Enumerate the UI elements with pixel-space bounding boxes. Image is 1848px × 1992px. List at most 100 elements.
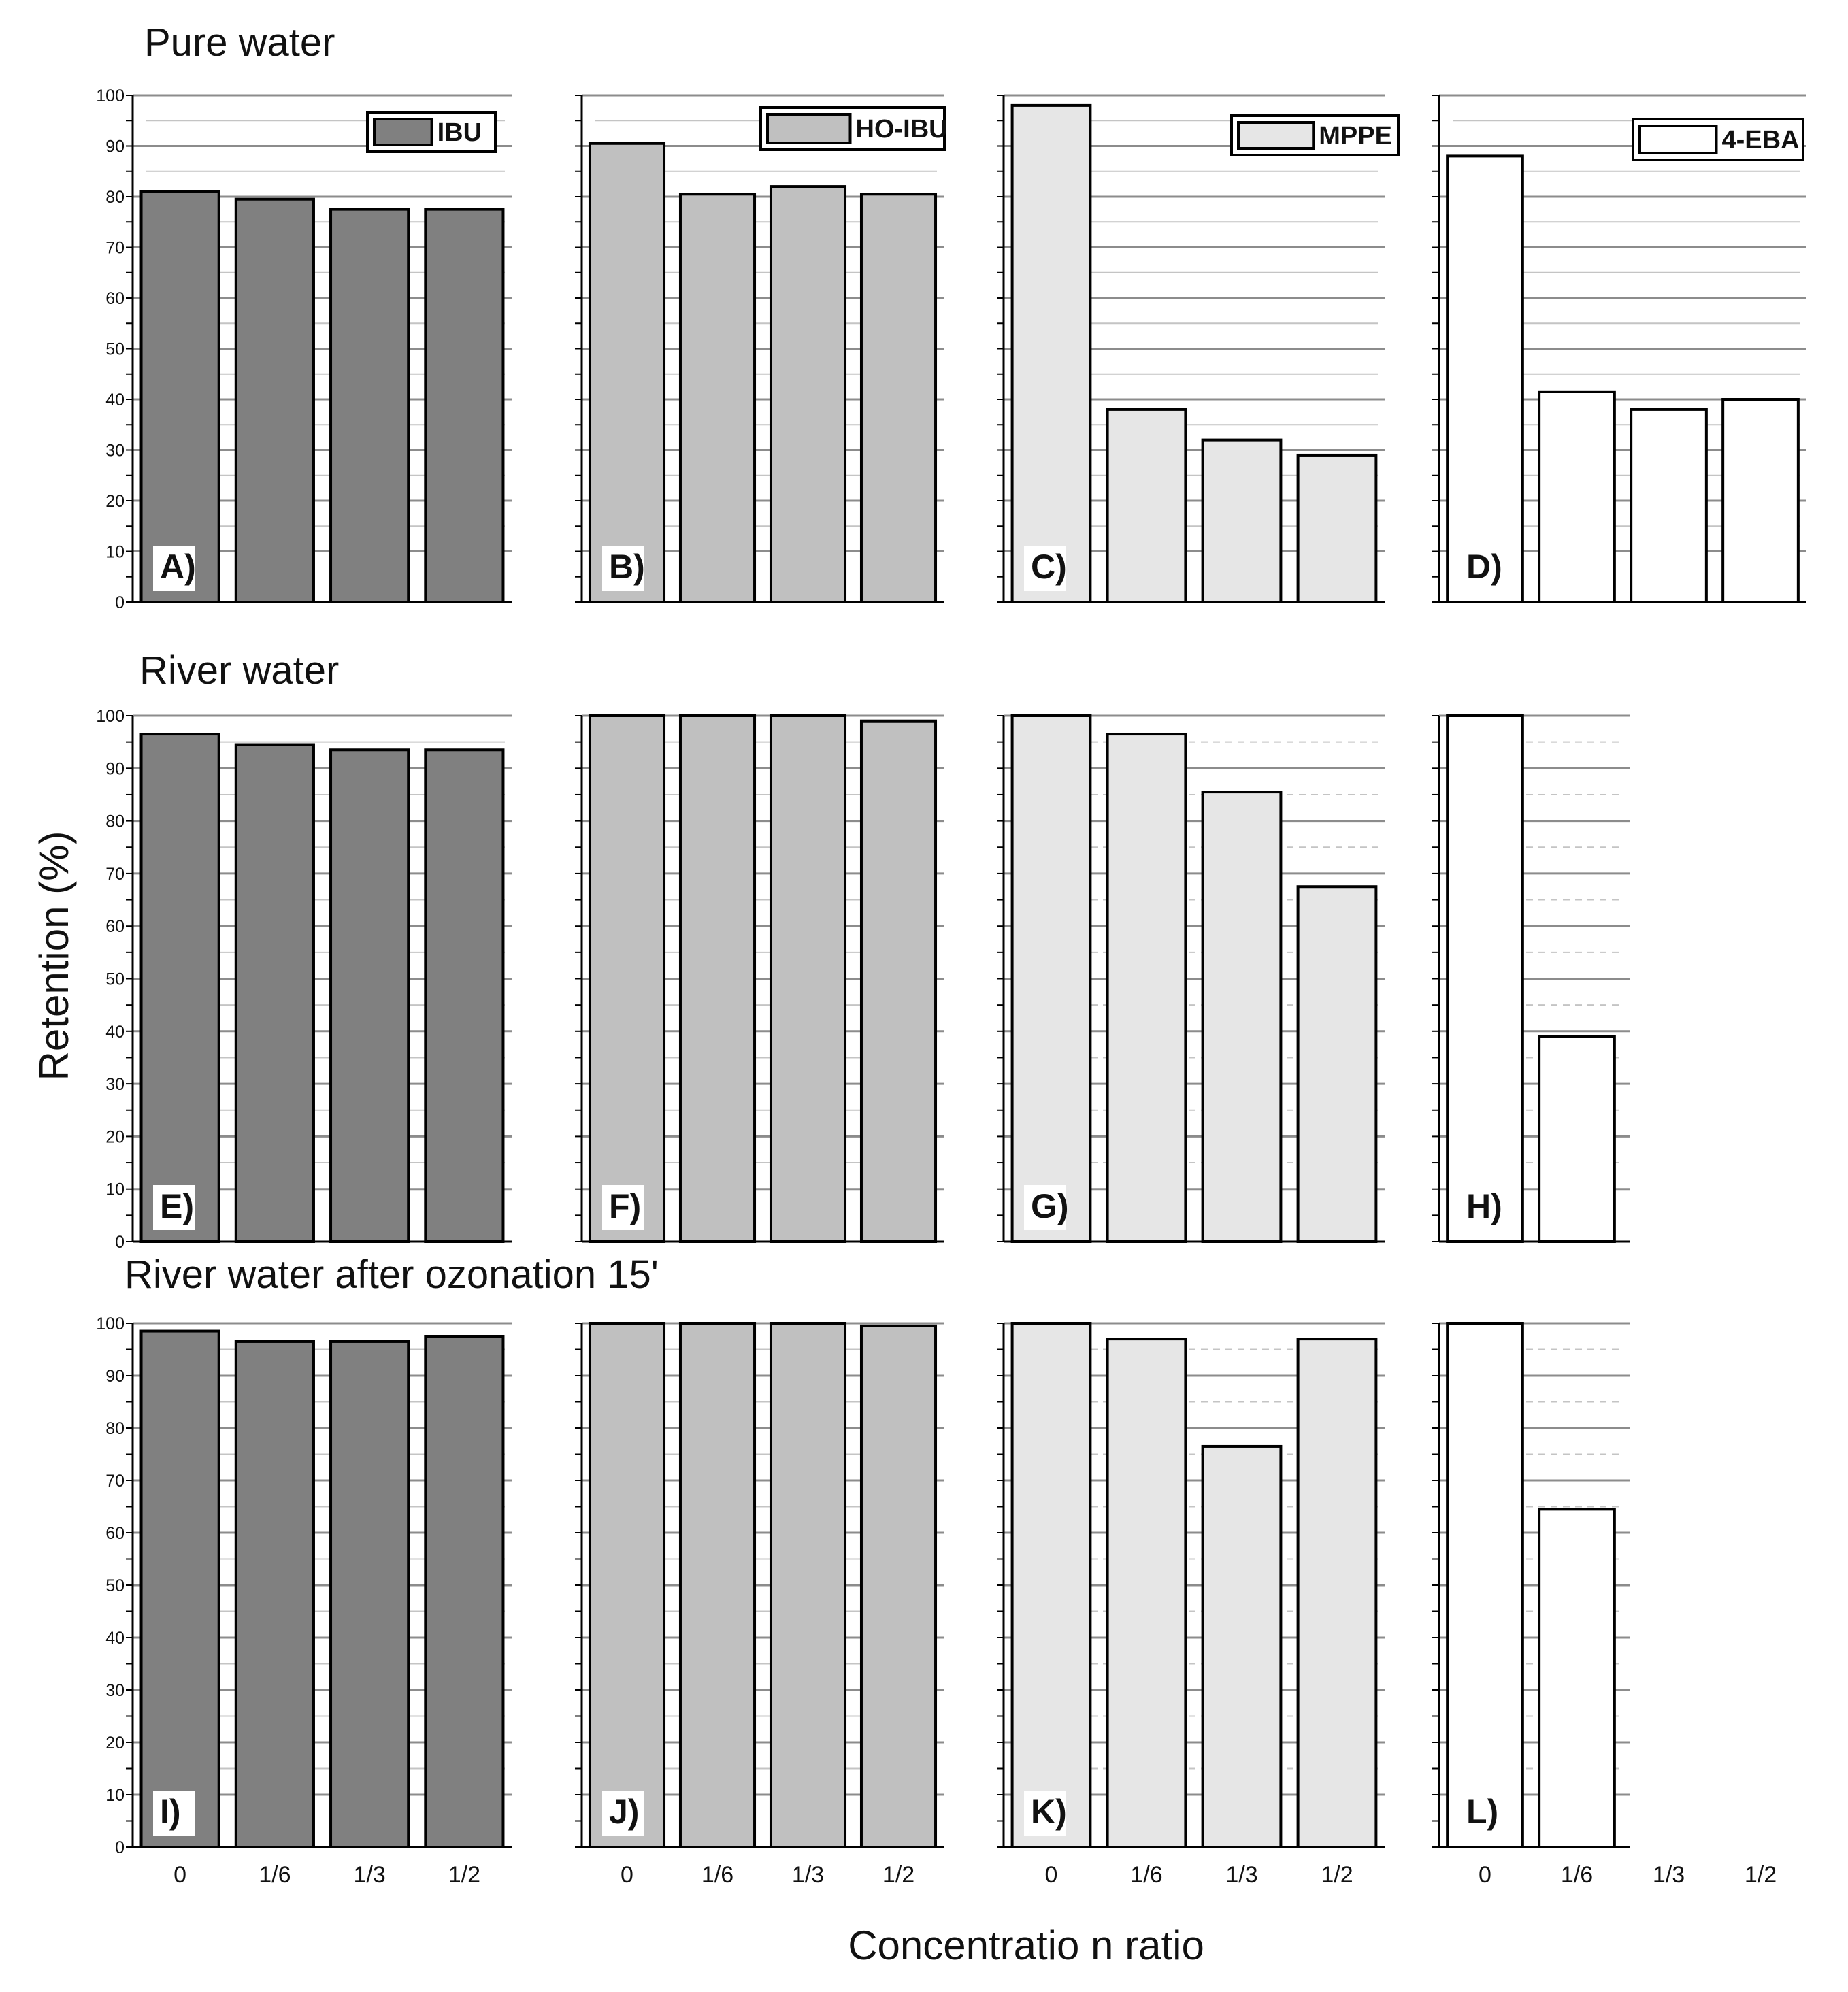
bar bbox=[678, 714, 757, 1243]
bar bbox=[1010, 103, 1092, 603]
panel-c: C) MPPE bbox=[997, 94, 1400, 604]
y-tick-label: 0 bbox=[115, 593, 125, 612]
bar bbox=[1201, 791, 1283, 1243]
bar bbox=[1106, 408, 1187, 604]
y-tick-label: 70 bbox=[105, 1472, 125, 1491]
panel-i: 0 10 20 30 40 50 60 70 80 90 100 I) 0 1/6 1/3 1/2 bbox=[96, 1314, 512, 1888]
panel-letter: I) bbox=[160, 1793, 181, 1831]
panel-letter: G) bbox=[1031, 1187, 1069, 1225]
panel-letter: L) bbox=[1466, 1793, 1498, 1831]
y-tick-label: 90 bbox=[105, 137, 125, 156]
bar bbox=[329, 1340, 410, 1848]
bar bbox=[859, 719, 938, 1243]
y-tick-label: 30 bbox=[105, 1075, 125, 1094]
bar bbox=[234, 197, 315, 604]
bar bbox=[329, 748, 410, 1243]
bar bbox=[424, 1335, 505, 1848]
y-tick-label: 50 bbox=[105, 340, 125, 359]
y-tick-label: 0 bbox=[115, 1838, 125, 1857]
bar bbox=[1201, 1444, 1283, 1848]
bar bbox=[769, 1322, 847, 1848]
panel-letter: J) bbox=[609, 1793, 639, 1831]
bar bbox=[1538, 1508, 1616, 1849]
panel-letter-bg bbox=[602, 1791, 644, 1836]
bar bbox=[1296, 453, 1378, 604]
x-tick-label: 1/6 bbox=[702, 1862, 733, 1888]
panel-letter: C) bbox=[1031, 548, 1067, 586]
x-tick-label: 1/2 bbox=[1745, 1862, 1777, 1888]
panel-h: H) bbox=[1432, 714, 1630, 1244]
legend-label: IBU bbox=[438, 118, 482, 147]
panel-letter: K) bbox=[1031, 1793, 1067, 1831]
bar bbox=[424, 748, 505, 1243]
y-tick-label: 50 bbox=[105, 970, 125, 989]
panel-letter-bg bbox=[1459, 546, 1502, 591]
x-tick-label: 0 bbox=[1045, 1862, 1058, 1888]
y-tick-label: 30 bbox=[105, 1681, 125, 1700]
bar bbox=[1630, 408, 1708, 604]
y-tick-label: 40 bbox=[105, 1629, 125, 1648]
bar bbox=[588, 714, 666, 1243]
x-tick-label: 1/2 bbox=[448, 1862, 480, 1888]
panel-letter-bg bbox=[153, 546, 195, 591]
row-title-pure-water: Pure water bbox=[144, 20, 335, 65]
panel-letter-bg bbox=[1024, 1791, 1066, 1836]
bar bbox=[1106, 1338, 1187, 1848]
y-tick-label: 70 bbox=[105, 239, 125, 258]
panel-letter-bg bbox=[153, 1791, 195, 1836]
panel-k: K) 0 1/6 1/3 1/2 bbox=[997, 1322, 1385, 1888]
bar bbox=[1538, 1035, 1616, 1244]
chart-panels: 0102030405060708090100A)IBUB)HO-IBUC)MPP… bbox=[96, 86, 1806, 1888]
y-tick-label: 70 bbox=[105, 865, 125, 884]
legend-label: MPPE bbox=[1319, 122, 1392, 150]
panel-letter-bg bbox=[1459, 1185, 1502, 1230]
y-tick-label: 100 bbox=[96, 707, 125, 726]
bar bbox=[139, 733, 220, 1244]
bar bbox=[769, 185, 847, 604]
bar bbox=[139, 190, 220, 603]
legend-swatch bbox=[766, 113, 852, 144]
y-tick-label: 40 bbox=[105, 1023, 125, 1042]
bar bbox=[234, 1340, 315, 1848]
legend-swatch bbox=[373, 118, 433, 146]
legend-label: HO-IBU bbox=[856, 115, 948, 144]
y-tick-label: 40 bbox=[105, 391, 125, 410]
x-tick-label: 1/2 bbox=[882, 1862, 914, 1888]
y-axis-label: Retention (%) bbox=[31, 831, 77, 1081]
panel-g: G) bbox=[997, 714, 1385, 1244]
panel-l: L) 0 1/6 1/3 1/2 bbox=[1432, 1322, 1777, 1888]
panel-letter-bg bbox=[1024, 1185, 1066, 1230]
row-title-river-ozonation: River water after ozonation 15' bbox=[125, 1252, 659, 1297]
x-tick-label: 1/3 bbox=[1653, 1862, 1685, 1888]
panel-letter-bg bbox=[1459, 1791, 1502, 1836]
y-tick-label: 60 bbox=[105, 917, 125, 936]
panel-letter: A) bbox=[160, 548, 196, 586]
bar bbox=[678, 1322, 757, 1848]
y-tick-label: 90 bbox=[105, 1367, 125, 1386]
x-tick-label: 1/3 bbox=[792, 1862, 824, 1888]
row-title-river-water: River water bbox=[139, 648, 339, 693]
bar bbox=[139, 1329, 220, 1849]
x-tick-label: 0 bbox=[174, 1862, 186, 1888]
y-tick-label: 60 bbox=[105, 289, 125, 308]
y-tick-label: 10 bbox=[105, 1786, 125, 1805]
bar bbox=[769, 714, 847, 1243]
y-tick-label: 20 bbox=[105, 1733, 125, 1753]
bar bbox=[859, 1324, 938, 1848]
panel-j: J) 0 1/6 1/3 1/2 bbox=[575, 1322, 944, 1888]
legend-label: 4-EBA bbox=[1722, 126, 1800, 154]
y-tick-label: 20 bbox=[105, 492, 125, 511]
y-tick-label: 60 bbox=[105, 1524, 125, 1543]
bar bbox=[234, 743, 315, 1243]
panel-letter-bg bbox=[602, 1185, 644, 1230]
panel-letter: H) bbox=[1466, 1187, 1502, 1225]
bar bbox=[1106, 733, 1187, 1244]
bar bbox=[588, 142, 666, 603]
x-tick-label: 1/6 bbox=[1130, 1862, 1162, 1888]
bar bbox=[1296, 1338, 1378, 1848]
panel-letter: F) bbox=[609, 1187, 641, 1225]
panel-d: D) 4-EBA bbox=[1432, 94, 1806, 604]
x-tick-label: 1/3 bbox=[1225, 1862, 1257, 1888]
bar bbox=[1201, 438, 1283, 603]
bar bbox=[588, 1322, 666, 1848]
